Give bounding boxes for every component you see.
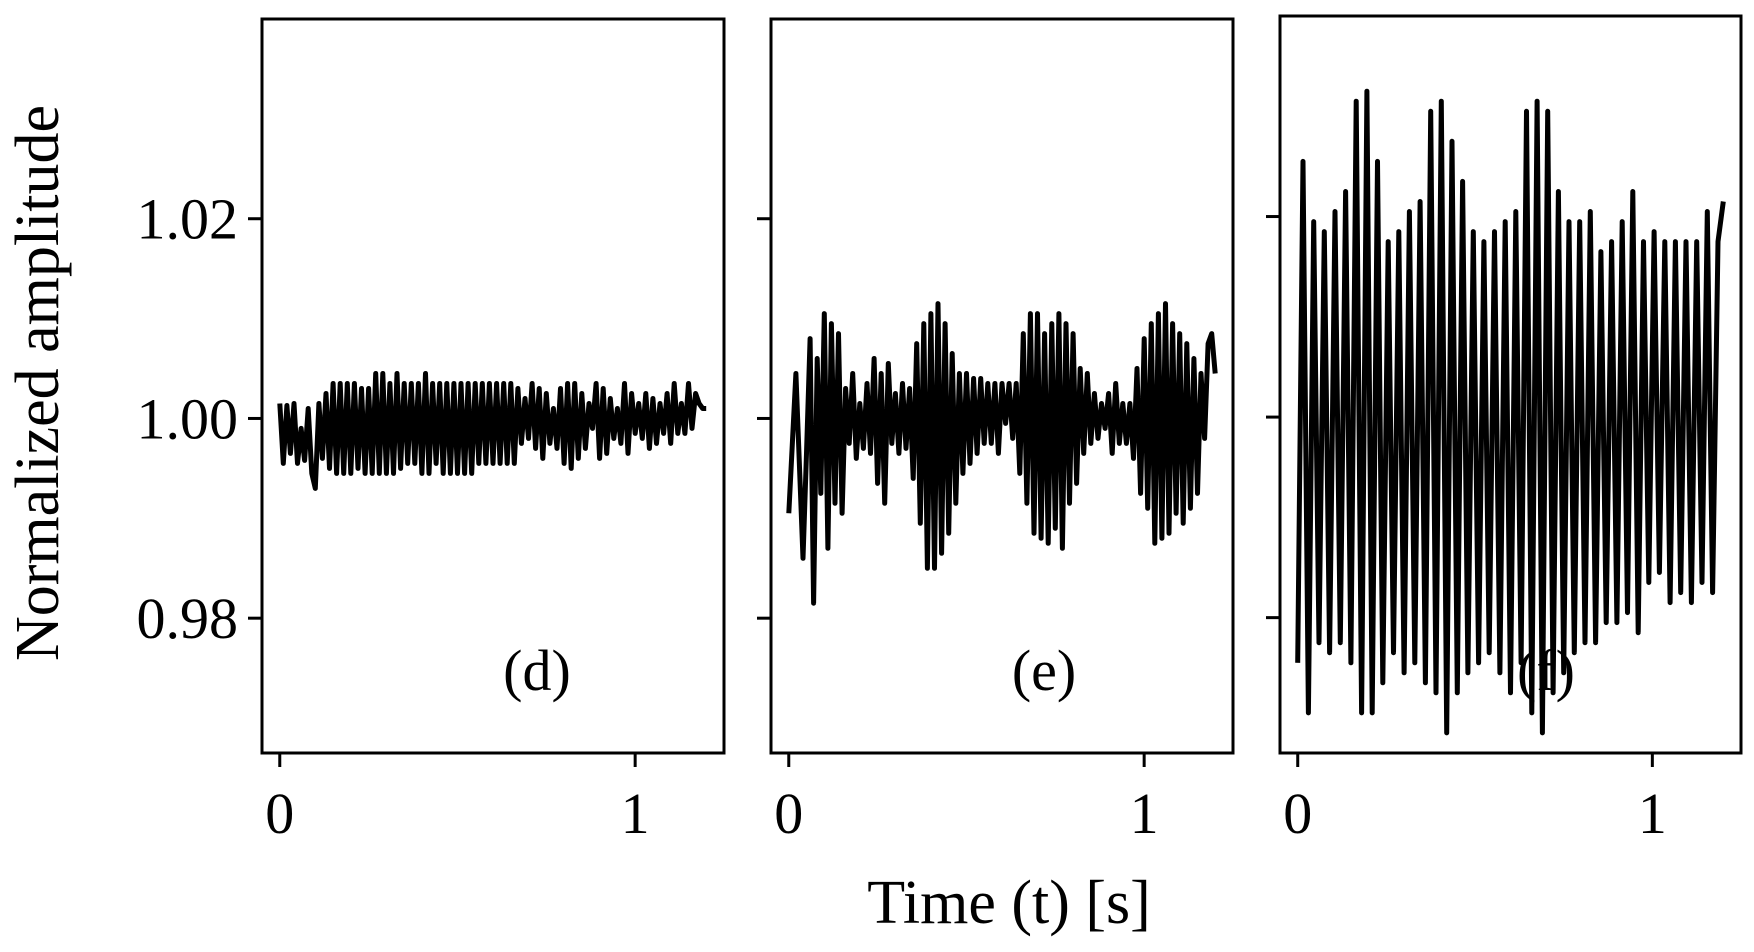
plot-frame-e (769, 17, 1235, 755)
panel-label-f: (f) (1517, 638, 1575, 703)
x-tick-label-d: 1 (621, 781, 650, 846)
y-axis-label: Normalized amplitude (4, 105, 72, 661)
panel-e: 0 1 (e) (757, 17, 1235, 846)
x-tick-label-f: 0 (1283, 781, 1312, 846)
series-line-d (277, 371, 707, 491)
plot-frame-d (260, 17, 726, 755)
plot-frame-f (1278, 14, 1743, 755)
panel-d: 0 1 0.98 1.00 1.02 (d) (137, 17, 726, 846)
y-tick-label-d: 1.00 (137, 386, 239, 451)
x-axis-label: Time (t) [s] (867, 869, 1151, 937)
series-line-e (786, 301, 1218, 606)
series-line-f (1295, 88, 1726, 736)
y-tick-label-d: 0.98 (137, 586, 239, 651)
x-tick-label-e: 1 (1130, 781, 1159, 846)
panel-f: 0 1 (f) (1266, 14, 1743, 846)
x-tick-label-d: 0 (265, 781, 294, 846)
x-tick-label-f: 1 (1638, 781, 1667, 846)
y-tick-label-d: 1.02 (137, 187, 239, 252)
x-tick-label-e: 0 (774, 781, 803, 846)
panel-label-d: (d) (503, 638, 571, 703)
panel-label-e: (e) (1012, 638, 1076, 703)
panels-group: 0 1 0.98 1.00 1.02 (d) 0 1 (e) 0 1 (f) (137, 14, 1743, 846)
